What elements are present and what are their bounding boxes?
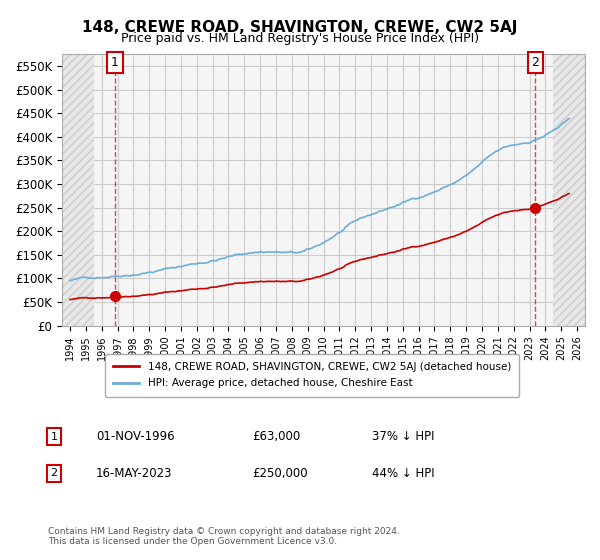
Text: 37% ↓ HPI: 37% ↓ HPI [372,430,434,444]
Text: 2: 2 [50,468,58,478]
Text: 1: 1 [111,56,119,69]
Text: 148, CREWE ROAD, SHAVINGTON, CREWE, CW2 5AJ: 148, CREWE ROAD, SHAVINGTON, CREWE, CW2 … [82,20,518,35]
Bar [553,54,585,325]
Text: 01-NOV-1996: 01-NOV-1996 [96,430,175,444]
Legend: 148, CREWE ROAD, SHAVINGTON, CREWE, CW2 5AJ (detached house), HPI: Average price: 148, CREWE ROAD, SHAVINGTON, CREWE, CW2 … [105,354,519,396]
Text: 2: 2 [532,56,539,69]
Text: Price paid vs. HM Land Registry's House Price Index (HPI): Price paid vs. HM Land Registry's House … [121,32,479,45]
Text: 16-MAY-2023: 16-MAY-2023 [96,466,173,480]
Text: £250,000: £250,000 [252,466,308,480]
Text: 44% ↓ HPI: 44% ↓ HPI [372,466,434,480]
Text: 1: 1 [50,432,58,442]
Text: Contains HM Land Registry data © Crown copyright and database right 2024.
This d: Contains HM Land Registry data © Crown c… [48,526,400,546]
Text: £63,000: £63,000 [252,430,300,444]
Bar [62,54,94,325]
